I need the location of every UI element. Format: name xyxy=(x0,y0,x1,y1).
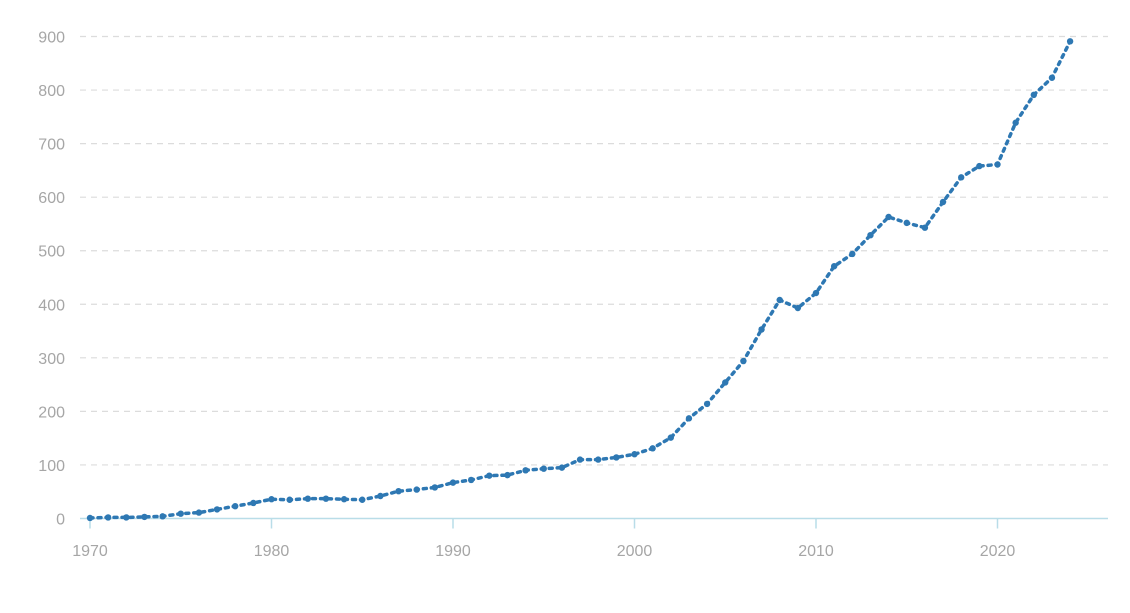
data-point-1989 xyxy=(431,484,439,491)
data-point-2017 xyxy=(939,198,947,206)
data-point-2022 xyxy=(1030,91,1038,99)
x-tick-label-2000: 2000 xyxy=(617,543,653,560)
x-tick-label-2020: 2020 xyxy=(980,543,1016,560)
data-point-1980 xyxy=(268,496,275,503)
data-point-1976 xyxy=(195,509,203,516)
data-point-2002 xyxy=(667,434,674,441)
data-point-1986 xyxy=(377,492,384,500)
data-point-2007 xyxy=(758,326,765,333)
y-tick-label-900: 900 xyxy=(38,30,65,47)
data-point-1979 xyxy=(250,499,257,507)
data-point-2010 xyxy=(812,289,820,297)
data-point-1973 xyxy=(141,513,148,521)
data-point-2014 xyxy=(885,213,892,221)
data-point-1981 xyxy=(286,496,293,503)
data-point-1990 xyxy=(449,479,457,486)
grid-lines xyxy=(80,35,1108,466)
data-point-1974 xyxy=(159,513,166,520)
data-point-2012 xyxy=(849,250,856,258)
data-point-1998 xyxy=(595,456,602,463)
data-point-2004 xyxy=(703,400,711,408)
data-point-2024 xyxy=(1066,38,1074,45)
data-point-2020 xyxy=(994,161,1001,168)
data-point-2005 xyxy=(722,379,729,386)
data-point-1988 xyxy=(413,486,420,493)
x-axis xyxy=(80,517,1108,529)
data-point-1992 xyxy=(486,472,493,479)
data-point-1970 xyxy=(86,514,94,522)
data-point-1972 xyxy=(123,514,130,521)
data-point-2016 xyxy=(921,224,929,231)
data-point-2009 xyxy=(794,304,802,312)
data-point-2021 xyxy=(1012,119,1019,126)
data-point-1977 xyxy=(213,506,221,513)
data-point-1975 xyxy=(177,510,184,517)
x-tick-label-2010: 2010 xyxy=(798,543,834,560)
data-point-1999 xyxy=(613,454,620,461)
data-point-2018 xyxy=(958,174,965,181)
x-tick-label-1990: 1990 xyxy=(435,543,471,560)
y-tick-label-300: 300 xyxy=(38,351,65,368)
x-tick-label-1980: 1980 xyxy=(254,543,290,560)
data-point-2006 xyxy=(740,357,747,365)
y-tick-label-100: 100 xyxy=(38,458,65,475)
data-point-1984 xyxy=(340,496,348,503)
data-point-1994 xyxy=(522,467,529,474)
data-point-1985 xyxy=(359,496,366,503)
y-tick-label-400: 400 xyxy=(38,297,65,314)
y-tick-label-700: 700 xyxy=(38,137,65,154)
y-tick-label-600: 600 xyxy=(38,190,65,207)
data-point-1971 xyxy=(104,514,112,521)
data-point-2019 xyxy=(976,162,983,170)
y-tick-label-200: 200 xyxy=(38,404,65,421)
data-point-1978 xyxy=(232,502,239,510)
data-point-2008 xyxy=(776,296,783,304)
data-point-1982 xyxy=(304,495,311,502)
data-point-1997 xyxy=(576,456,584,463)
y-tick-label-0: 0 xyxy=(56,512,65,529)
data-point-2015 xyxy=(903,219,910,227)
y-tick-label-800: 800 xyxy=(38,83,65,100)
data-point-2013 xyxy=(867,231,874,239)
series-0-line xyxy=(88,39,1072,520)
y-tick-label-500: 500 xyxy=(38,244,65,261)
data-point-1987 xyxy=(395,487,402,495)
data-point-1983 xyxy=(322,495,330,502)
data-point-1995 xyxy=(540,465,547,472)
data-point-2001 xyxy=(649,445,656,452)
x-axis-tick-labels: 1970 1980 1990 2000 2010 2020 xyxy=(72,543,1015,560)
data-point-2023 xyxy=(1048,74,1056,81)
data-point-2011 xyxy=(830,263,838,270)
data-point-1993 xyxy=(504,471,511,479)
y-axis-tick-labels: 0 100 200 300 400 500 600 700 800 900 xyxy=(38,30,65,529)
data-point-2000 xyxy=(631,451,638,458)
data-point-1996 xyxy=(558,464,566,471)
series-line xyxy=(86,38,1074,522)
data-point-2003 xyxy=(685,415,693,422)
data-point-1991 xyxy=(467,476,475,484)
x-tick-label-1970: 1970 xyxy=(72,543,108,560)
